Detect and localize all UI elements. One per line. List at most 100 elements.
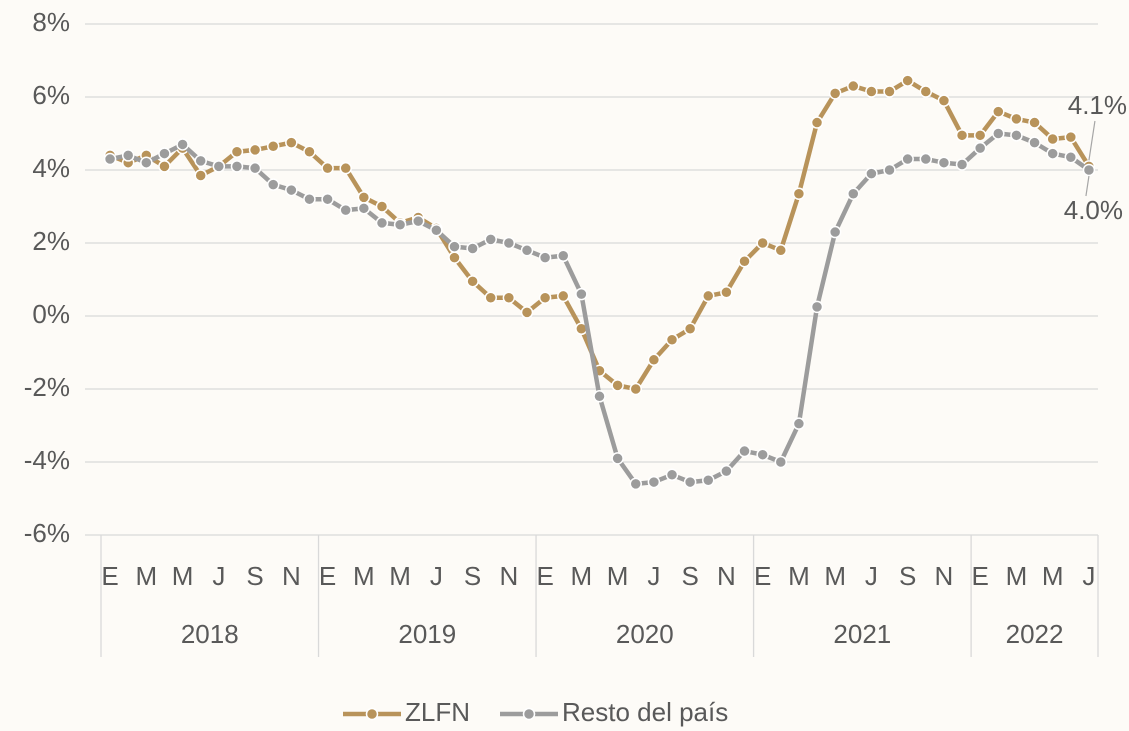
data-point [395, 219, 406, 230]
x-tick-label: E [536, 561, 553, 591]
x-tick-label: M [1042, 561, 1064, 591]
data-point [848, 188, 859, 199]
y-tick-label: -2% [24, 372, 70, 402]
data-label: 4.0% [1064, 195, 1123, 225]
data-point [793, 188, 804, 199]
x-tick-label: S [899, 561, 916, 591]
data-point [612, 380, 623, 391]
data-point [685, 477, 696, 488]
x-tick-label: N [499, 561, 518, 591]
data-point [812, 117, 823, 128]
label-leader [1086, 176, 1089, 196]
data-point [938, 157, 949, 168]
y-tick-label: 0% [32, 299, 70, 329]
data-point [358, 192, 369, 203]
data-point [1047, 133, 1058, 144]
legend-marker [524, 709, 535, 720]
data-point [159, 148, 170, 159]
data-point [558, 290, 569, 301]
data-point [938, 95, 949, 106]
data-point [159, 161, 170, 172]
data-point [1047, 148, 1058, 159]
data-point [322, 163, 333, 174]
data-point [866, 168, 877, 179]
series-line [110, 81, 1089, 389]
x-group-label: 2021 [833, 619, 891, 649]
data-point [975, 143, 986, 154]
data-point [467, 276, 478, 287]
data-point [902, 154, 913, 165]
data-point [957, 130, 968, 141]
legend-marker [367, 709, 378, 720]
data-point [286, 185, 297, 196]
data-point [920, 86, 931, 97]
legend-label: Resto del país [562, 697, 728, 727]
x-tick-label: E [754, 561, 771, 591]
data-label: 4.1% [1068, 90, 1127, 120]
y-tick-label: -6% [24, 518, 70, 548]
data-point [231, 146, 242, 157]
x-tick-label: J [430, 561, 443, 591]
data-point [830, 88, 841, 99]
legend: ZLFN Resto del país [343, 697, 728, 727]
data-point [721, 466, 732, 477]
chart: -6%-4%-2%0%2%4%6%8%EMMJSNEMMJSNEMMJSNEMM… [0, 0, 1129, 731]
legend-label: ZLFN [405, 697, 470, 727]
x-group-label: 2018 [181, 619, 239, 649]
data-point [521, 307, 532, 318]
x-tick-label: N [282, 561, 301, 591]
data-point [612, 453, 623, 464]
data-point [286, 137, 297, 148]
x-group-label: 2022 [1006, 619, 1064, 649]
data-point [1011, 130, 1022, 141]
data-point [231, 161, 242, 172]
page: -6%-4%-2%0%2%4%6%8%EMMJSNEMMJSNEMMJSNEMM… [0, 0, 1129, 731]
data-point [558, 250, 569, 261]
data-point [195, 170, 206, 181]
data-point [775, 245, 786, 256]
data-point [648, 477, 659, 488]
x-tick-label: S [246, 561, 263, 591]
data-point [467, 243, 478, 254]
data-point [195, 155, 206, 166]
data-point [630, 478, 641, 489]
x-tick-label: M [571, 561, 593, 591]
data-point [213, 161, 224, 172]
data-point [793, 418, 804, 429]
x-group-label: 2020 [616, 619, 674, 649]
data-point [757, 449, 768, 460]
x-tick-label: M [172, 561, 194, 591]
data-point [123, 150, 134, 161]
x-tick-label: N [935, 561, 954, 591]
x-tick-label: J [865, 561, 878, 591]
x-tick-label: M [135, 561, 157, 591]
data-point [503, 292, 514, 303]
x-tick-label: S [464, 561, 481, 591]
series-line [110, 134, 1089, 484]
data-point [594, 391, 605, 402]
data-point [721, 287, 732, 298]
data-point [993, 128, 1004, 139]
data-point [739, 446, 750, 457]
data-point [775, 457, 786, 468]
data-point [667, 334, 678, 345]
x-tick-label: M [607, 561, 629, 591]
data-point [1011, 113, 1022, 124]
data-point [503, 238, 514, 249]
data-point [177, 139, 188, 150]
data-point [902, 75, 913, 86]
y-tick-label: 8% [32, 7, 70, 37]
data-point [1065, 132, 1076, 143]
x-tick-label: M [824, 561, 846, 591]
data-point [322, 194, 333, 205]
x-tick-label: M [389, 561, 411, 591]
data-point [576, 289, 587, 300]
data-point [431, 225, 442, 236]
data-point [304, 194, 315, 205]
data-point [703, 475, 714, 486]
data-point [993, 106, 1004, 117]
y-tick-label: 6% [32, 80, 70, 110]
data-point [250, 163, 261, 174]
x-tick-label: S [681, 561, 698, 591]
x-tick-label: E [972, 561, 989, 591]
